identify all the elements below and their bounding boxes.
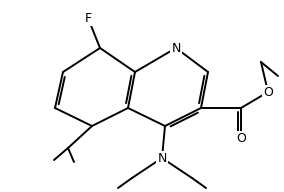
Text: N: N: [157, 151, 167, 165]
Text: F: F: [84, 12, 91, 25]
Text: O: O: [263, 85, 273, 98]
Text: N: N: [171, 41, 181, 55]
Text: O: O: [236, 132, 246, 145]
